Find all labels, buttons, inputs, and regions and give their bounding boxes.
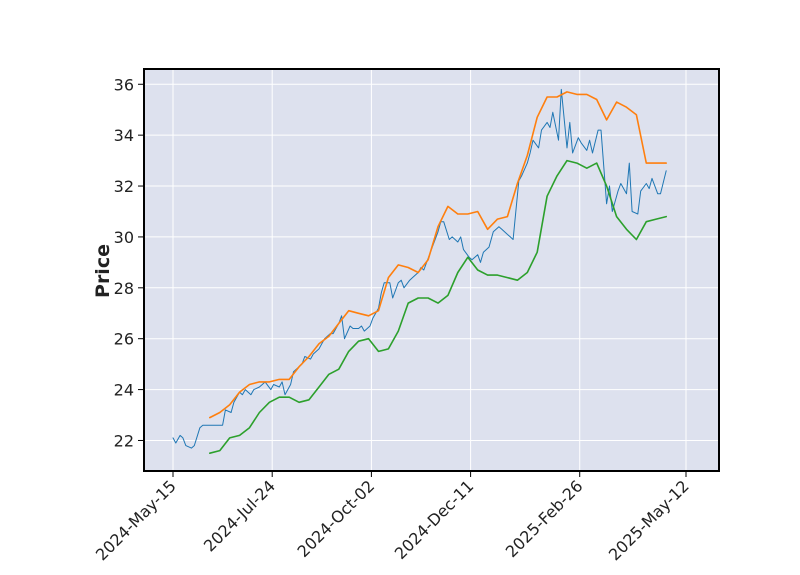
y-tick-label: 28: [114, 279, 134, 298]
series-line-2: [209, 91, 668, 419]
x-tick-label: 2024-Jul-24: [200, 476, 279, 555]
y-axis-label: Price: [92, 244, 114, 298]
x-axis-ticks: 2024-May-15 2024-Jul-24 2024-Oct-02 2024-De…: [92, 471, 693, 564]
gridlines: [144, 69, 719, 471]
x-tick-label: 2024-Oct-02: [294, 476, 379, 561]
y-tick-label: 32: [114, 177, 134, 196]
x-tick-label: 2025-Feb-26: [502, 476, 587, 561]
x-tick-label: 2024-May-15: [92, 476, 180, 564]
y-axis-ticks: 22 24 26 28 30 32 34 36: [114, 75, 144, 450]
y-tick-label: 26: [114, 330, 134, 349]
y-tick-label: 34: [114, 126, 134, 145]
plot-frame: [143, 68, 720, 472]
x-tick-label: 2024-Dec-11: [391, 476, 478, 563]
x-tick-label: 2025-May-12: [605, 476, 693, 564]
plot-area: [144, 69, 719, 471]
y-tick-label: 36: [114, 75, 134, 94]
series-line-3: [209, 159, 668, 455]
y-tick-label: 22: [114, 431, 134, 450]
series-lines: [172, 88, 668, 455]
y-tick-label: 30: [114, 228, 134, 247]
y-tick-label: 24: [114, 381, 134, 400]
